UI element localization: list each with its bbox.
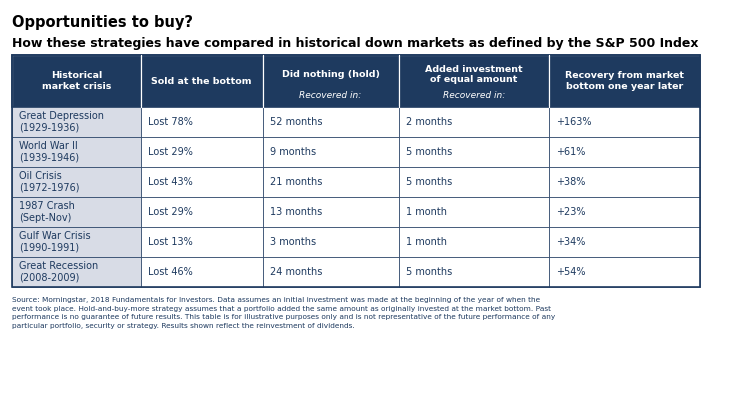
Text: Lost 13%: Lost 13% bbox=[148, 237, 192, 247]
Text: Recovered in:: Recovered in: bbox=[443, 91, 505, 100]
Bar bbox=[141, 137, 263, 167]
Text: Recovered in:: Recovered in: bbox=[299, 91, 362, 100]
Text: Opportunities to buy?: Opportunities to buy? bbox=[12, 15, 193, 30]
Text: 2 months: 2 months bbox=[406, 117, 452, 127]
Bar bbox=[549, 167, 700, 197]
Text: 5 months: 5 months bbox=[406, 267, 452, 277]
Text: Lost 78%: Lost 78% bbox=[148, 117, 192, 127]
Bar bbox=[141, 197, 263, 227]
Bar bbox=[398, 137, 549, 167]
Bar bbox=[141, 227, 263, 257]
Text: 52 months: 52 months bbox=[269, 117, 322, 127]
Bar bbox=[12, 137, 141, 167]
Bar bbox=[549, 107, 700, 137]
Text: Great Recession
(2008-2009): Great Recession (2008-2009) bbox=[19, 261, 98, 283]
Text: Lost 43%: Lost 43% bbox=[148, 177, 192, 187]
Bar bbox=[12, 227, 141, 257]
Text: How these strategies have compared in historical down markets as defined by the : How these strategies have compared in hi… bbox=[12, 37, 698, 50]
Bar bbox=[398, 55, 549, 107]
Bar bbox=[398, 227, 549, 257]
Text: +23%: +23% bbox=[557, 207, 586, 217]
Text: Great Depression
(1929-1936): Great Depression (1929-1936) bbox=[19, 111, 104, 133]
Text: 21 months: 21 months bbox=[269, 177, 322, 187]
Bar bbox=[549, 55, 700, 107]
Text: +34%: +34% bbox=[557, 237, 586, 247]
Bar bbox=[12, 55, 700, 287]
Bar bbox=[12, 107, 141, 137]
Bar bbox=[549, 137, 700, 167]
Text: Historical
market crisis: Historical market crisis bbox=[42, 71, 111, 91]
Bar bbox=[549, 197, 700, 227]
Text: Gulf War Crisis
(1990-1991): Gulf War Crisis (1990-1991) bbox=[19, 231, 90, 253]
Text: 24 months: 24 months bbox=[269, 267, 322, 277]
Text: Lost 46%: Lost 46% bbox=[148, 267, 192, 277]
Bar bbox=[12, 167, 141, 197]
Bar bbox=[398, 197, 549, 227]
Text: World War II
(1939-1946): World War II (1939-1946) bbox=[19, 141, 79, 163]
Text: 3 months: 3 months bbox=[269, 237, 316, 247]
Text: +61%: +61% bbox=[557, 147, 586, 157]
Bar bbox=[12, 55, 700, 107]
Bar bbox=[398, 257, 549, 287]
Bar bbox=[141, 55, 263, 107]
Text: Lost 29%: Lost 29% bbox=[148, 207, 192, 217]
Bar bbox=[141, 107, 263, 137]
Bar bbox=[12, 55, 141, 107]
Text: 1 month: 1 month bbox=[406, 207, 447, 217]
Text: Recovery from market
bottom one year later: Recovery from market bottom one year lat… bbox=[565, 71, 684, 91]
Text: Lost 29%: Lost 29% bbox=[148, 147, 192, 157]
Text: 5 months: 5 months bbox=[406, 177, 452, 187]
Bar bbox=[263, 227, 398, 257]
Bar bbox=[141, 257, 263, 287]
Text: +38%: +38% bbox=[557, 177, 586, 187]
Text: 5 months: 5 months bbox=[406, 147, 452, 157]
Bar bbox=[398, 107, 549, 137]
Bar bbox=[12, 257, 141, 287]
Text: Oil Crisis
(1972-1976): Oil Crisis (1972-1976) bbox=[19, 171, 80, 193]
Text: 1 month: 1 month bbox=[406, 237, 447, 247]
Bar bbox=[263, 55, 398, 107]
Text: Sold at the bottom: Sold at the bottom bbox=[151, 76, 252, 86]
Text: Did nothing (hold): Did nothing (hold) bbox=[281, 70, 380, 79]
Bar bbox=[398, 167, 549, 197]
Bar bbox=[549, 257, 700, 287]
Text: +54%: +54% bbox=[557, 267, 586, 277]
Text: 1987 Crash
(Sept-Nov): 1987 Crash (Sept-Nov) bbox=[19, 201, 75, 223]
Text: Source: Morningstar, 2018 Fundamentals for Investors. Data assumes an initial in: Source: Morningstar, 2018 Fundamentals f… bbox=[12, 297, 555, 328]
Bar bbox=[12, 197, 141, 227]
Bar bbox=[141, 167, 263, 197]
Bar bbox=[263, 257, 398, 287]
Bar bbox=[263, 107, 398, 137]
Bar bbox=[263, 167, 398, 197]
Text: 13 months: 13 months bbox=[269, 207, 322, 217]
Text: Added investment
of equal amount: Added investment of equal amount bbox=[425, 65, 523, 84]
Bar bbox=[263, 137, 398, 167]
Bar bbox=[263, 197, 398, 227]
Text: 9 months: 9 months bbox=[269, 147, 316, 157]
Bar bbox=[549, 227, 700, 257]
Text: +163%: +163% bbox=[557, 117, 592, 127]
